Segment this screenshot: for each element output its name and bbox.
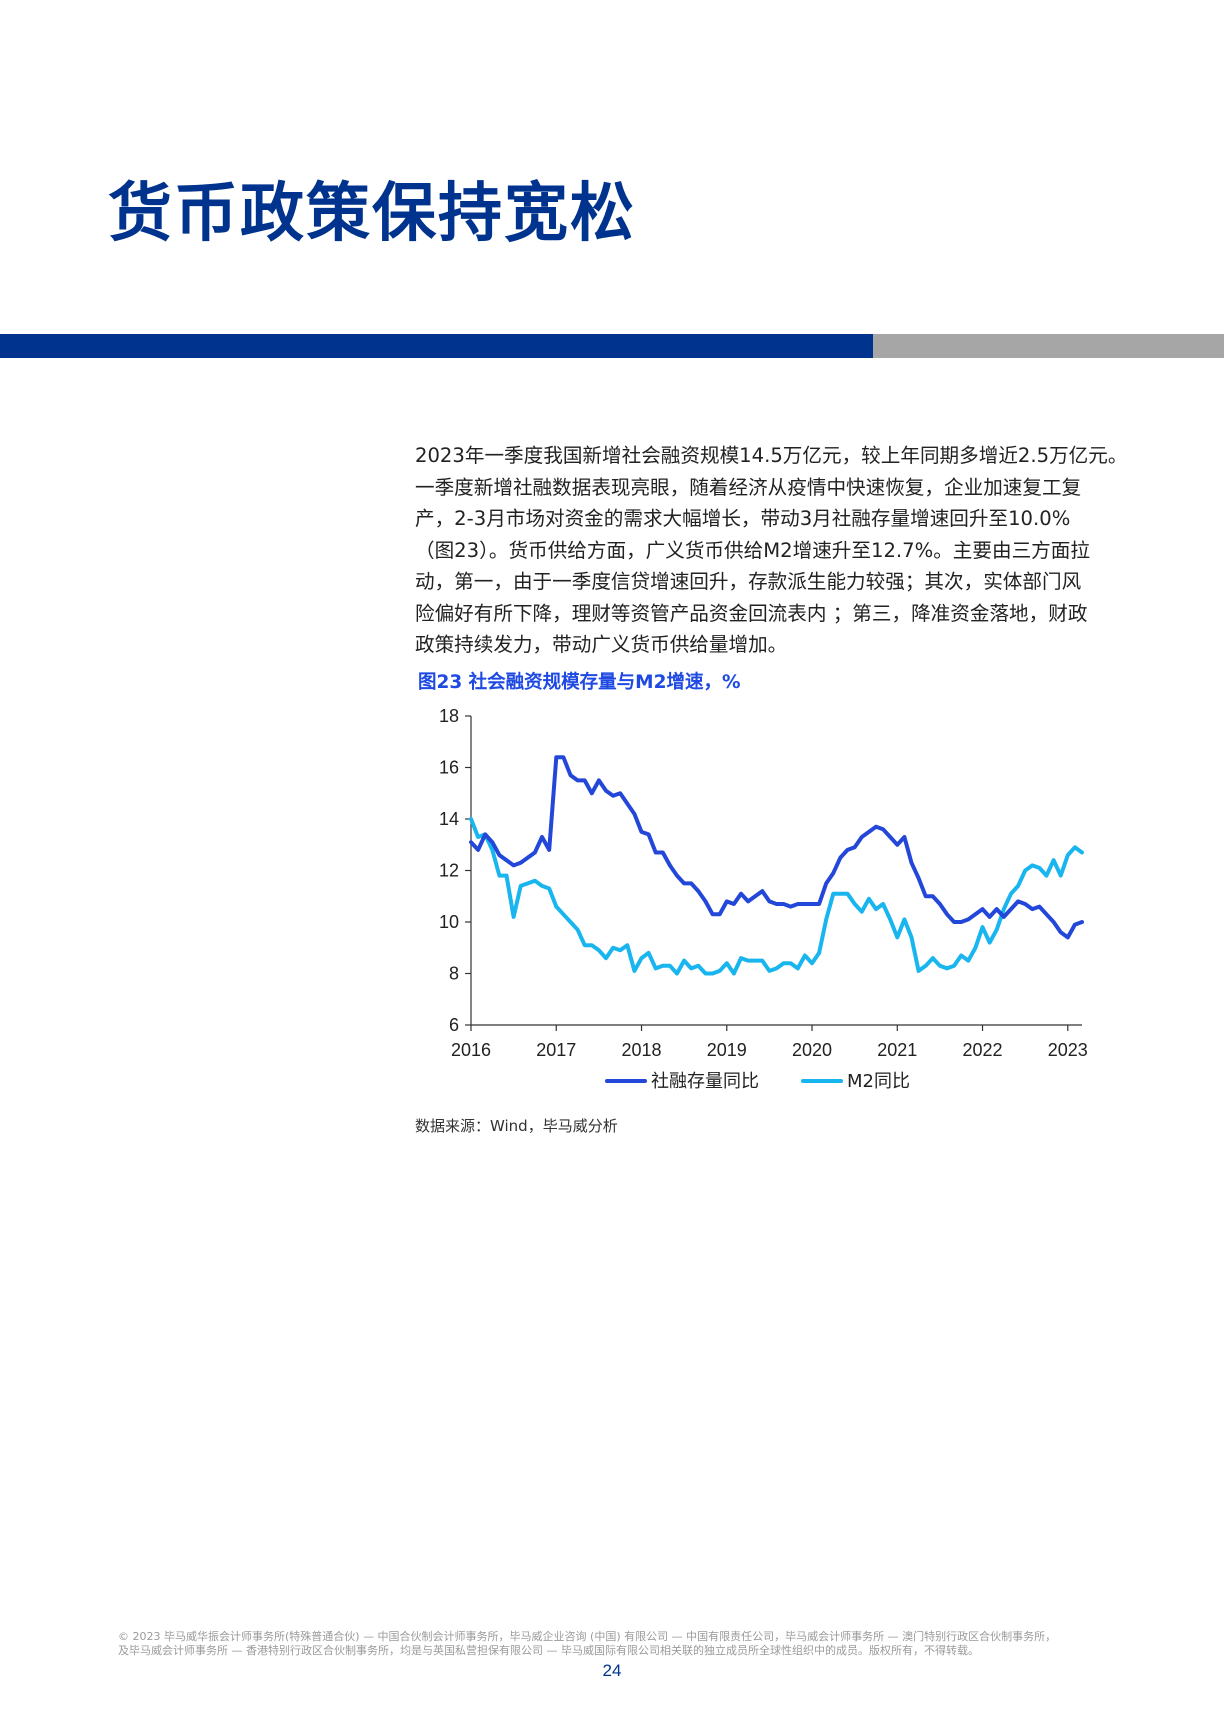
legend-item-m2-label: M2同比 — [847, 1071, 910, 1092]
y-tick-label: 8 — [449, 964, 459, 984]
title-band-blue — [0, 334, 873, 358]
y-tick-label: 10 — [439, 912, 459, 932]
body-line: 产，2-3月市场对资金的需求大幅增长，带动3月社融存量增速回升至10.0% — [415, 507, 1071, 530]
body-paragraph: 2023年一季度我国新增社会融资规模14.5万亿元，较上年同期多增近2.5万亿元… — [415, 440, 1128, 661]
chart-svg: 6 8 10 12 14 16 18 2016 2017 2018 2019 2020 2021 2022… — [439, 706, 1088, 1092]
x-tick-label: 2022 — [963, 1040, 1003, 1060]
y-tick-label: 12 — [439, 861, 459, 881]
footer-legal: © 2023 毕马威华振会计师事务所(特殊普通合伙) — 中国合伙制会计师事务所… — [118, 1630, 1118, 1658]
x-tick-label: 2020 — [792, 1040, 832, 1060]
body-line: 2023年一季度我国新增社会融资规模14.5万亿元，较上年同期多增近2.5万亿元… — [415, 444, 1128, 467]
series-line-m2 — [469, 817, 1084, 976]
x-tick-label: 2018 — [621, 1040, 661, 1060]
page-title: 货币政策保持宽松 — [108, 177, 636, 251]
x-tick-label: 2019 — [707, 1040, 747, 1060]
figure-source: 数据来源：Wind，毕马威分析 — [415, 1117, 618, 1135]
y-tick-label: 16 — [439, 758, 459, 778]
footer-line: © 2023 毕马威华振会计师事务所(特殊普通合伙) — 中国合伙制会计师事务所… — [118, 1630, 1057, 1643]
figure-title: 图23 社会融资规模存量与M2增速，% — [418, 672, 741, 693]
y-tick-label: 14 — [439, 809, 459, 829]
y-tick-label: 18 — [439, 706, 459, 726]
body-line: （图23）。货币供给方面，广义货币供给M2增速升至12.7%。主要由三方面拉 — [415, 538, 1090, 562]
page-number: 24 — [602, 1661, 622, 1680]
x-tick-label: 2017 — [536, 1040, 576, 1060]
legend-item-tsf-label: 社融存量同比 — [651, 1071, 759, 1092]
x-tick-label: 2021 — [877, 1040, 917, 1060]
y-tick-label: 6 — [449, 1015, 459, 1035]
title-band-gray — [873, 334, 1224, 358]
line-chart: 6 8 10 12 14 16 18 2016 2017 2018 2019 2020 2021 2022… — [410, 700, 1110, 1110]
body-line: 一季度新增社融数据表现亮眼，随着经济从疫情中快速恢复，企业加速复工复 — [415, 475, 1082, 499]
body-line: 政策持续发力，带动广义货币供给量增加。 — [415, 633, 788, 656]
footer-line: 及毕马威会计师事务所 — 香港特别行政区合伙制事务所，均是与英国私营担保有限公司… — [118, 1644, 979, 1657]
body-line: 险偏好有所下降，理财等资管产品资金回流表内 ；第三，降准资金落地，财政 — [415, 601, 1088, 625]
x-tick-label: 2016 — [451, 1040, 491, 1060]
body-line: 动，第一，由于一季度信贷增速回升，存款派生能力较强；其次，实体部门风 — [415, 570, 1082, 593]
x-tick-label: 2023 — [1048, 1040, 1088, 1060]
series-line-tsf — [469, 755, 1084, 940]
